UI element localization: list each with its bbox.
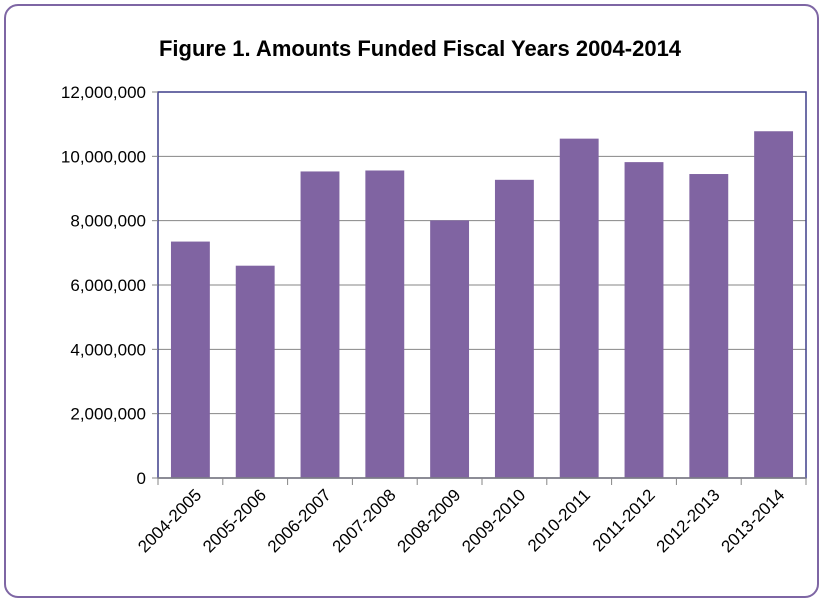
y-tick-label: 8,000,000 xyxy=(70,212,146,231)
chart-frame xyxy=(4,4,819,598)
x-tick-label: 2004-2005 xyxy=(134,485,205,556)
y-tick-label: 0 xyxy=(137,469,146,488)
bar xyxy=(624,162,664,478)
y-tick-label: 2,000,000 xyxy=(70,405,146,424)
y-tick-label: 12,000,000 xyxy=(61,83,146,102)
axes xyxy=(152,91,807,485)
y-axis-tick-labels: 0 2,000,000 4,000,000 6,000,000 8,000,000 10,… xyxy=(61,83,146,488)
bar xyxy=(689,174,729,478)
bar xyxy=(494,179,534,478)
x-tick-label: 2005-2006 xyxy=(199,485,270,556)
bars xyxy=(170,131,794,478)
x-tick-label: 2007-2008 xyxy=(329,485,400,556)
x-tick-label: 2012-2013 xyxy=(653,485,724,556)
x-axis-tick-labels: 2004-20052005-20062006-20072007-20082008… xyxy=(134,485,788,556)
x-tick-label: 2010-2011 xyxy=(524,485,594,555)
y-tick-label: 6,000,000 xyxy=(70,276,146,295)
x-tick-label: 2008-2009 xyxy=(393,485,464,556)
bar xyxy=(300,171,340,478)
x-tick-label: 2009-2010 xyxy=(458,485,529,556)
y-tick-label: 4,000,000 xyxy=(70,340,146,359)
x-tick-label: 2011-2012 xyxy=(589,485,659,555)
x-tick-label: 2006-2007 xyxy=(264,485,335,556)
bar xyxy=(430,220,470,478)
y-tick-label: 10,000,000 xyxy=(61,147,146,166)
bar xyxy=(754,131,794,478)
chart-title: Figure 1. Amounts Funded Fiscal Years 20… xyxy=(159,36,682,61)
bar xyxy=(170,241,210,478)
bar xyxy=(235,265,275,478)
x-tick-label: 2013-2014 xyxy=(717,485,788,556)
bar xyxy=(365,170,405,478)
bar xyxy=(559,138,599,478)
